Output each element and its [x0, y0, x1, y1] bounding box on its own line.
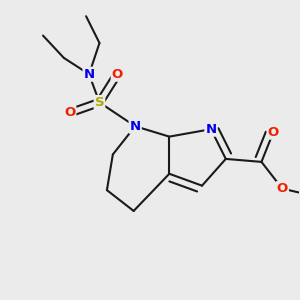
Text: N: N: [130, 120, 141, 133]
Text: O: O: [64, 106, 75, 119]
Text: O: O: [112, 68, 123, 81]
Text: O: O: [268, 126, 279, 139]
Text: O: O: [277, 182, 288, 195]
Text: N: N: [83, 68, 94, 81]
Text: S: S: [95, 96, 104, 109]
Text: N: N: [206, 123, 217, 136]
